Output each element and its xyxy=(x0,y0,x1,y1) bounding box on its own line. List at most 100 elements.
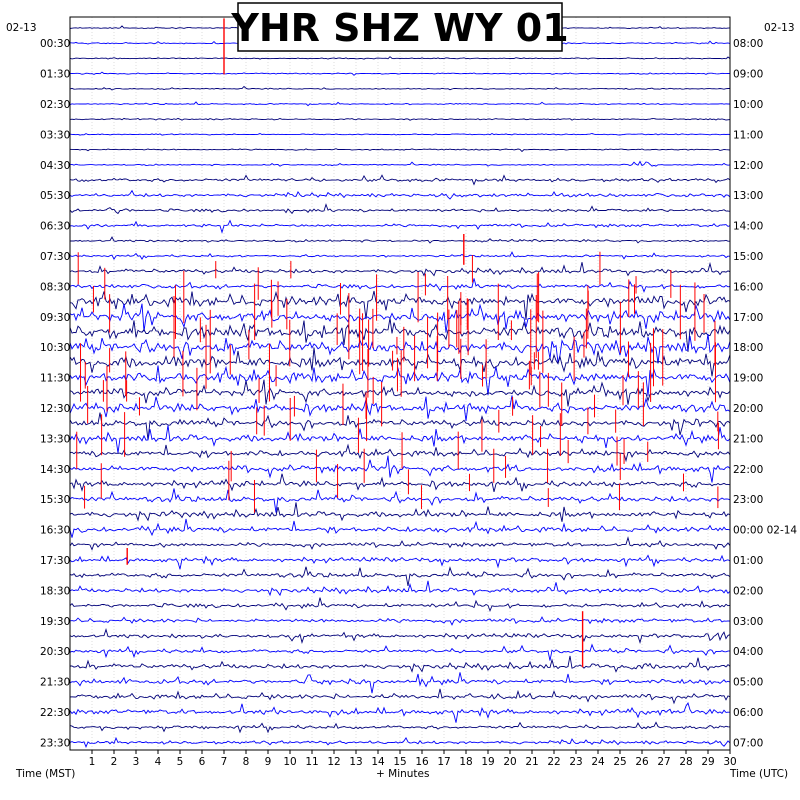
trace-line xyxy=(69,334,731,364)
x-tick-label: 21 xyxy=(525,756,538,768)
x-tick-label: 14 xyxy=(371,756,385,768)
trace-line xyxy=(69,412,731,440)
left-time-labels: 00:30 01:30 02:30 03:30 04:30 05:30 06:30 07:30… xyxy=(40,38,70,749)
right-time-label: 08:00 xyxy=(733,38,763,50)
trace-line xyxy=(69,117,731,121)
left-time-label: 05:30 xyxy=(40,190,70,202)
right-time-label: 21:00 xyxy=(733,433,763,445)
right-time-label: 20:00 xyxy=(733,403,763,415)
right-time-label: 23:00 xyxy=(733,494,763,506)
x-tick-label: 10 xyxy=(283,756,296,768)
trace-line xyxy=(69,261,731,277)
trace-line xyxy=(69,71,731,76)
x-tick-label: 5 xyxy=(177,756,184,768)
right-time-label: 10:00 xyxy=(733,99,763,111)
x-tick-label: 18 xyxy=(459,756,472,768)
title: YHR SHZ WY 01 xyxy=(230,6,568,50)
trace-line xyxy=(69,278,731,293)
right-time-label: 09:00 xyxy=(733,69,763,81)
trace-line xyxy=(69,597,731,613)
left-time-label: 08:30 xyxy=(40,281,70,293)
trace-layer xyxy=(69,25,731,749)
trace-line xyxy=(69,365,731,396)
trace-line xyxy=(69,132,731,136)
left-time-label: 06:30 xyxy=(40,221,70,233)
left-time-label: 12:30 xyxy=(40,403,70,415)
left-time-label: 01:30 xyxy=(40,69,70,81)
left-axis-label: Time (MST) xyxy=(15,768,75,780)
right-time-label: 04:00 xyxy=(733,646,763,658)
event-layer xyxy=(76,18,719,668)
left-time-label: 17:30 xyxy=(40,555,70,567)
trace-line xyxy=(69,473,731,493)
right-time-label: 05:00 xyxy=(733,677,763,689)
right-time-label: 17:00 xyxy=(733,312,763,324)
trace-line xyxy=(69,85,730,91)
trace-line xyxy=(69,688,731,705)
x-tick-label: 2 xyxy=(111,756,118,768)
right-time-label: 01:00 xyxy=(733,555,763,567)
x-tick-label: 7 xyxy=(221,756,228,768)
left-time-label: 18:30 xyxy=(40,585,70,597)
trace-line xyxy=(69,580,731,597)
trace-line xyxy=(69,160,731,167)
trace-line xyxy=(69,643,731,661)
right-time-label: 07:00 xyxy=(733,737,763,749)
right-time-label: 03:00 xyxy=(733,616,763,628)
trace-line xyxy=(69,554,731,570)
trace-line xyxy=(69,56,731,60)
trace-line xyxy=(69,701,730,723)
left-time-label: 13:30 xyxy=(40,433,70,445)
right-time-label: 16:00 xyxy=(733,281,763,293)
left-time-label: 10:30 xyxy=(40,342,70,354)
x-tick-label: 25 xyxy=(613,756,626,768)
trace-line xyxy=(69,174,731,186)
x-tick-label: 15 xyxy=(393,756,406,768)
x-tick-label: 12 xyxy=(327,756,340,768)
left-time-label: 15:30 xyxy=(40,494,70,506)
x-tick-label: 1 xyxy=(89,756,96,768)
right-axis-label: Time (UTC) xyxy=(729,768,788,780)
x-tick-label: 11 xyxy=(305,756,318,768)
trace-line xyxy=(69,148,731,153)
right-time-label: 12:00 xyxy=(733,160,763,172)
trace-line xyxy=(70,655,731,673)
x-tick-label: 22 xyxy=(547,756,560,768)
trace-line xyxy=(69,502,731,522)
trace-line xyxy=(69,347,731,377)
x-axis-label: + Minutes xyxy=(376,768,429,780)
x-tick-label: 29 xyxy=(701,756,714,768)
trace-line xyxy=(69,488,731,513)
left-time-label: 07:30 xyxy=(40,251,70,263)
x-tick-label: 23 xyxy=(569,756,582,768)
x-tick-label: 16 xyxy=(415,756,429,768)
left-time-label: 03:30 xyxy=(40,129,70,141)
right-time-label: 02:00 xyxy=(733,585,763,597)
trace-line xyxy=(69,236,730,244)
right-time-label: 22:00 xyxy=(733,464,763,476)
trace-line xyxy=(69,566,731,586)
right-time-label: 11:00 xyxy=(733,129,763,141)
left-date-label: 02-13 xyxy=(6,22,37,34)
x-tick-label: 6 xyxy=(199,756,206,768)
left-time-label: 23:30 xyxy=(40,737,70,749)
left-time-label: 20:30 xyxy=(40,646,70,658)
trace-line xyxy=(69,518,731,538)
right-time-label: 15:00 xyxy=(733,251,763,263)
x-tick-label: 3 xyxy=(133,756,140,768)
x-tick-label: 20 xyxy=(503,756,516,768)
right-time-label: 06:00 xyxy=(733,707,763,719)
left-time-label: 11:30 xyxy=(40,373,70,385)
trace-line xyxy=(69,219,731,234)
x-tick-label: 26 xyxy=(635,756,649,768)
right-date-label: 02-13 xyxy=(764,22,795,34)
trace-line xyxy=(69,251,730,260)
right-time-labels: 08:00 09:00 10:00 11:00 12:00 13:00 14:00 15:00… xyxy=(733,38,797,749)
left-time-label: 02:30 xyxy=(40,99,70,111)
x-tick-label: 28 xyxy=(679,756,692,768)
trace-line xyxy=(69,101,730,107)
trace-line xyxy=(69,736,731,749)
trace-line xyxy=(69,425,731,453)
left-time-label: 19:30 xyxy=(40,616,70,628)
